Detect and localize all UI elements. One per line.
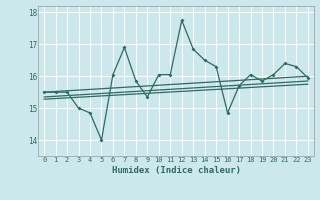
X-axis label: Humidex (Indice chaleur): Humidex (Indice chaleur) (111, 166, 241, 175)
